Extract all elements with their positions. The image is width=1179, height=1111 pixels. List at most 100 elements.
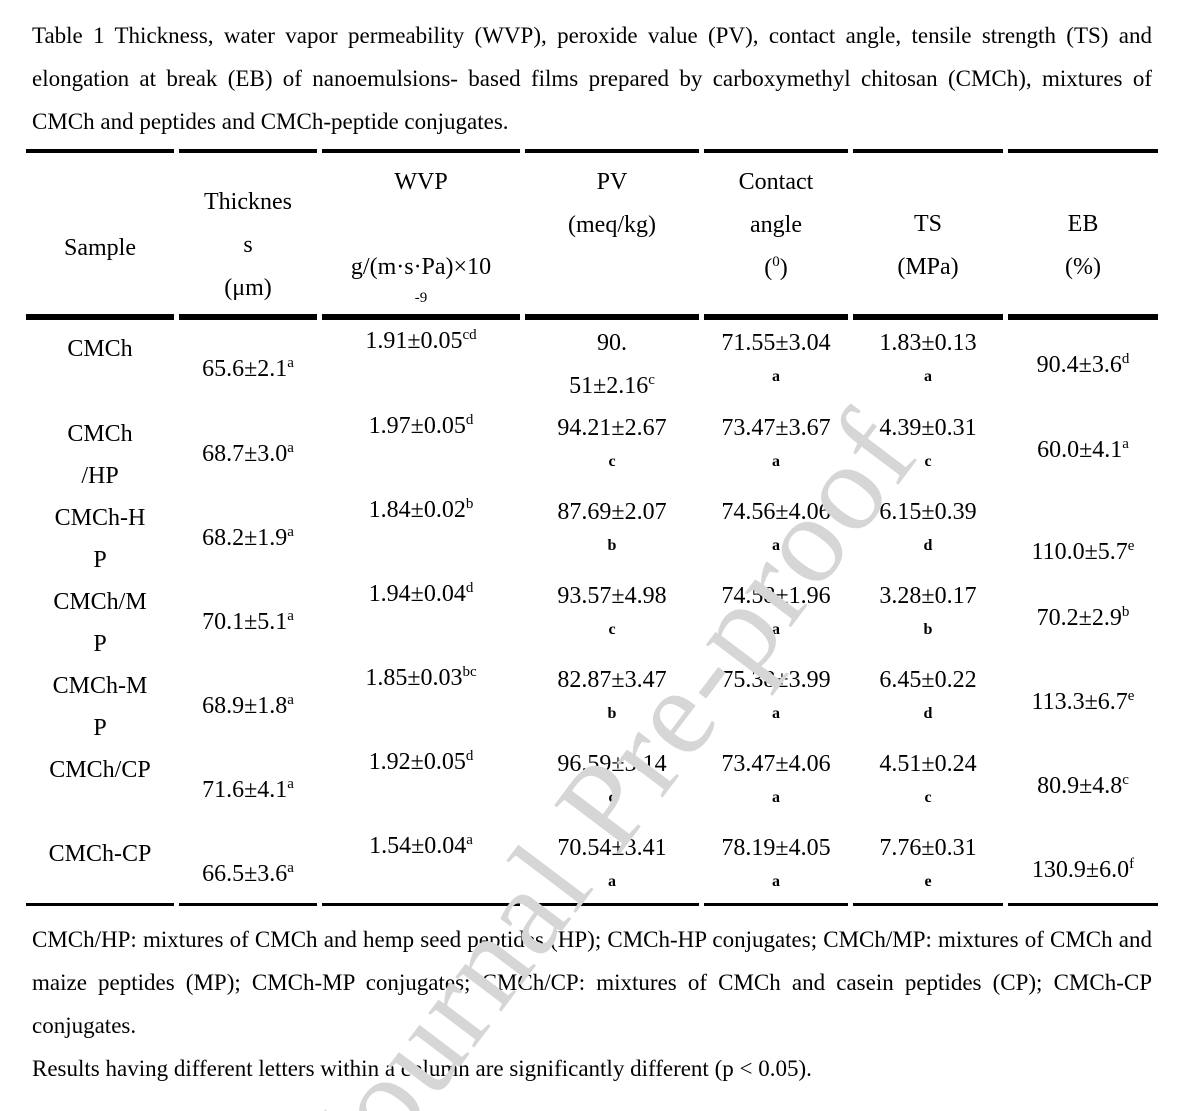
sample-cell: CMCh-CP — [26, 825, 174, 903]
value-superscript: e — [1127, 538, 1135, 554]
wvp-cell: 1.85±0.03bc — [322, 657, 520, 749]
value-text: 68.2±1.9 — [202, 525, 288, 551]
contact-angle-cell: 74.56±4.06 a — [704, 489, 848, 581]
significance-letter: a — [772, 621, 780, 638]
contact-angle-cell: 73.47±4.06 a — [704, 741, 848, 825]
value-superscript: c — [1122, 772, 1129, 788]
value-superscript: a — [287, 608, 294, 624]
cell-value: 82.87±3.47 — [525, 665, 699, 695]
cell-value: 68.7±3.0a — [179, 439, 317, 469]
cell-value: 7.76±0.31 — [853, 833, 1003, 863]
sample-cell: CMCh — [26, 317, 174, 405]
cell-value: 75.38±3.99 — [704, 665, 848, 695]
wvp-cell: 1.91±0.05cd — [322, 317, 520, 405]
pv-cell: 87.69±2.07 b — [525, 489, 699, 581]
significance-letter: e — [924, 873, 932, 890]
value-text: 1.92±0.05 — [368, 749, 466, 775]
data-table: Sample Thicknes s (μm) WVP g/(m·s·Pa)×10… — [26, 149, 1158, 906]
pv-cell: 70.54±3.41 a — [525, 825, 699, 903]
value-text: 74.56±4.06 — [721, 499, 831, 525]
header-contact-angle: Contact angle (0) — [704, 149, 848, 317]
cell-value: 3.28±0.17 — [853, 581, 1003, 611]
thickness-cell: 68.2±1.9a — [179, 489, 317, 581]
sample-cell: CMCh-H P — [26, 489, 174, 581]
value-text: 51±2.16 — [569, 373, 649, 399]
value-text: 6.15±0.39 — [879, 499, 977, 525]
value-text: 4.51±0.24 — [879, 751, 977, 777]
value-superscript: bc — [462, 664, 477, 680]
cell-value: 51±2.16c — [525, 371, 699, 401]
table-bottom-rule — [26, 903, 1158, 906]
ts-cell: 3.28±0.17 b — [853, 573, 1003, 665]
value-text: 113.3±6.7 — [1031, 689, 1128, 715]
value-text: 90. — [597, 330, 627, 356]
eb-cell: 113.3±6.7e — [1008, 657, 1158, 749]
value-text: 7.76±0.31 — [879, 835, 977, 861]
table-header-row: Sample Thicknes s (μm) WVP g/(m·s·Pa)×10… — [26, 149, 1158, 317]
table-row: CMCh-H P 68.2±1.9a 1.84±0.02b 87.69±2.07 b 74.… — [26, 489, 1153, 574]
eb-cell: 70.2±2.9b — [1008, 573, 1158, 665]
significance-letter: c — [924, 789, 932, 806]
significance-letter: a — [772, 368, 780, 385]
significance-letter: a — [772, 537, 780, 554]
significance-letter: a — [608, 873, 616, 890]
contact-angle-cell: 78.19±4.05 a — [704, 825, 848, 903]
value-text: 6.45±0.22 — [879, 667, 977, 693]
value-superscript: c — [648, 372, 655, 388]
value-superscript: f — [1129, 856, 1135, 872]
pv-cell: 96.59±3.14 c — [525, 741, 699, 825]
value-text: 78.19±4.05 — [721, 835, 831, 861]
cell-value: 90.4±3.6d — [1008, 350, 1158, 380]
cell-value: 4.39±0.31 — [853, 413, 1003, 443]
cell-value: 96.59±3.14 — [525, 749, 699, 779]
sample-name-line: P — [93, 631, 107, 657]
value-text: 70.1±5.1 — [202, 609, 288, 635]
wvp-cell: 1.54±0.04a — [322, 825, 520, 903]
value-superscript: a — [466, 832, 473, 848]
cell-value: 70.1±5.1a — [179, 607, 317, 637]
table-row: CMCh-CP 66.5±3.6a 1.54±0.04a 70.54±3.41 a 78.… — [26, 825, 1153, 903]
value-text: 1.97±0.05 — [368, 413, 466, 439]
header-sample-label: Sample — [64, 235, 136, 261]
header-wvp: WVP g/(m·s·Pa)×10 -9 — [322, 149, 520, 317]
header-thickness-line2: s — [243, 232, 253, 258]
cell-value: 1.92±0.05d — [322, 747, 520, 777]
sample-name-line: CMCh-M — [52, 673, 148, 699]
sample-cell: CMCh-M P — [26, 657, 174, 749]
cell-value: 73.47±3.67 — [704, 413, 848, 443]
value-text: 94.21±2.67 — [557, 415, 667, 441]
significance-letter: c — [608, 789, 616, 806]
sample-name-line: CMCh — [67, 336, 133, 362]
value-superscript: a — [287, 776, 294, 792]
header-ts: TS (MPa) — [853, 149, 1003, 317]
ts-cell: 6.45±0.22 d — [853, 657, 1003, 749]
sample-name-line: CMCh — [67, 421, 133, 447]
value-superscript: cd — [462, 327, 477, 343]
thickness-cell: 70.1±5.1a — [179, 573, 317, 665]
header-thickness: Thicknes s (μm) — [179, 149, 317, 317]
header-pv: PV (meq/kg) — [525, 149, 699, 317]
value-superscript: a — [287, 524, 294, 540]
eb-cell: 60.0±4.1a — [1008, 405, 1158, 497]
value-superscript: b — [465, 496, 474, 512]
header-wvp-unit: g/(m·s·Pa)×10 — [350, 254, 492, 280]
pv-cell: 93.57±4.98 c — [525, 573, 699, 665]
header-sample: Sample — [26, 149, 174, 317]
eb-cell: 90.4±3.6d — [1008, 317, 1158, 405]
wvp-cell: 1.97±0.05d — [322, 405, 520, 497]
value-text: 74.58±1.96 — [721, 583, 831, 609]
value-text: 70.2±2.9 — [1036, 605, 1122, 631]
value-text: 73.47±4.06 — [721, 751, 831, 777]
cell-value: 94.21±2.67 — [525, 413, 699, 443]
cell-value: 130.9±6.0f — [1008, 855, 1158, 885]
significance-letter: a — [772, 453, 780, 470]
value-text: 71.6±4.1 — [202, 777, 288, 803]
value-superscript: a — [287, 860, 294, 876]
eb-cell: 110.0±5.7e — [1008, 489, 1158, 581]
wvp-cell: 1.92±0.05d — [322, 741, 520, 825]
cell-value: 6.15±0.39 — [853, 497, 1003, 527]
header-wvp-exponent: -9 — [414, 290, 428, 306]
thickness-cell: 66.5±3.6a — [179, 825, 317, 903]
value-text: 96.59±3.14 — [557, 751, 667, 777]
